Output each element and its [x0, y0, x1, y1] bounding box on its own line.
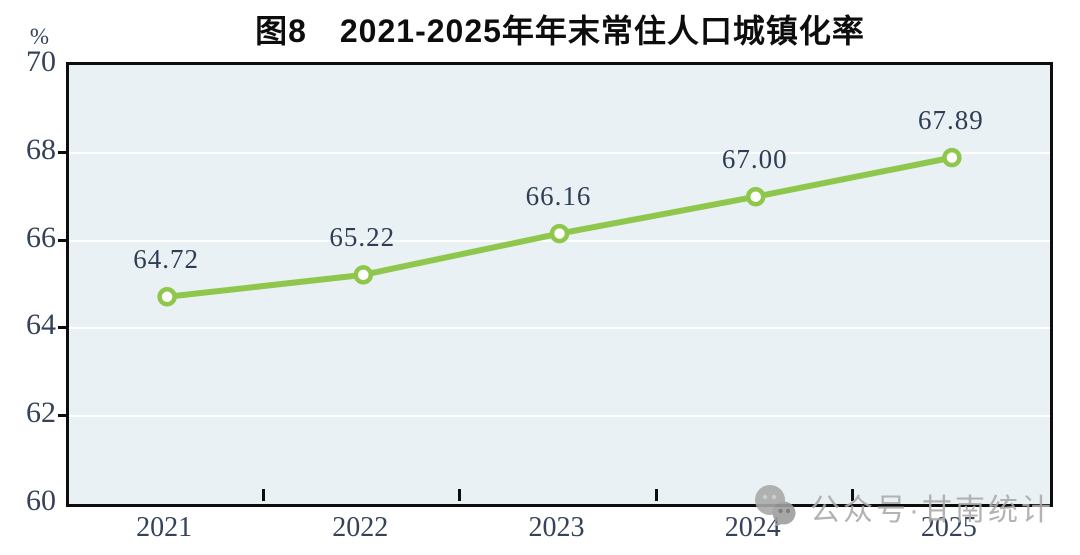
- data-point-label: 66.16: [525, 180, 592, 211]
- data-point-marker: [549, 223, 570, 244]
- y-axis-unit-label: %: [29, 24, 49, 49]
- x-tick-label: 2021: [136, 512, 193, 543]
- x-tick-label: 2022: [332, 512, 389, 543]
- data-point-marker: [157, 287, 177, 307]
- y-tick-label: 64: [26, 308, 56, 342]
- y-tick-label: 66: [26, 220, 56, 254]
- gridline: [69, 327, 1050, 330]
- x-tick-mark: [654, 489, 658, 501]
- y-tick-label: 68: [26, 132, 56, 166]
- x-tick-label: 2024: [724, 512, 781, 543]
- data-point-label: 64.72: [133, 243, 199, 274]
- x-tick-label: 2023: [528, 512, 585, 543]
- data-point-marker: [353, 265, 374, 285]
- x-tick-mark: [262, 489, 266, 501]
- data-point-label: 67.00: [721, 143, 788, 174]
- watermark: 公众号·甘南统计: [752, 484, 1054, 530]
- plot-area: [66, 62, 1053, 507]
- y-tick-label: 62: [26, 396, 56, 430]
- data-point-marker: [942, 147, 962, 168]
- watermark-text: 公众号·甘南统计: [810, 494, 1054, 527]
- chart-title: 图8 2021-2025年年末常住人口城镇化率: [255, 13, 865, 49]
- y-tick-label: 70: [26, 45, 56, 78]
- x-tick-mark: [458, 489, 462, 501]
- wechat-icon: [755, 485, 796, 527]
- data-point-label: 65.22: [329, 221, 396, 252]
- gridline: [69, 415, 1050, 418]
- y-tick-mark: [58, 326, 67, 330]
- data-point-label: 67.89: [918, 104, 984, 135]
- gridline: [69, 151, 1050, 154]
- y-tick-mark: [58, 150, 67, 154]
- data-point-marker: [745, 186, 766, 207]
- x-tick-mark: [850, 489, 854, 501]
- y-tick-label: 60: [26, 484, 56, 517]
- line-series: [157, 147, 962, 307]
- x-tick-label: 2025: [920, 512, 977, 543]
- y-tick-mark: [58, 238, 67, 242]
- y-tick-mark: [58, 414, 67, 418]
